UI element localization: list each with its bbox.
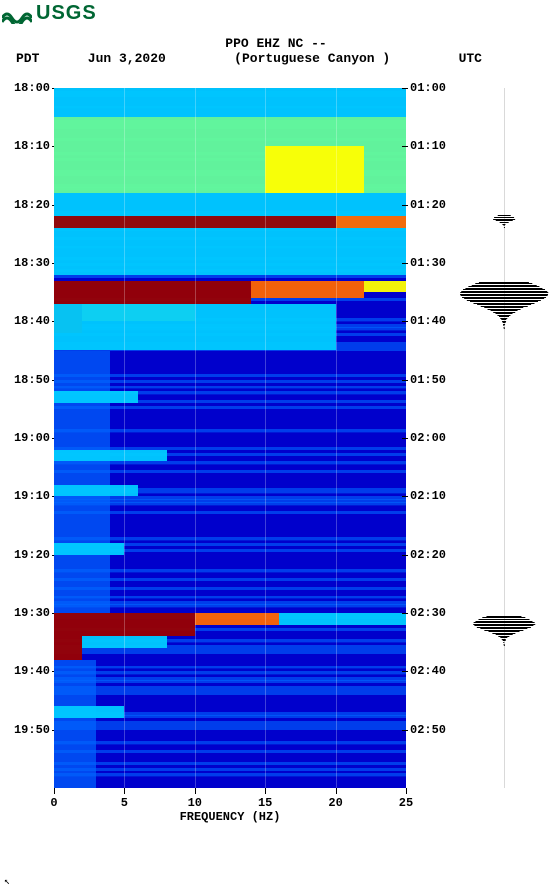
- y-right-tick: 02:40: [410, 664, 446, 678]
- x-tick-label: 0: [50, 796, 57, 810]
- usgs-logo: USGS: [2, 2, 97, 25]
- y-right-tick: 02:10: [410, 489, 446, 503]
- y-axis-right: 01:0001:1001:2001:3001:4001:5002:0002:10…: [408, 88, 458, 788]
- y-left-tick: 18:40: [14, 314, 50, 328]
- y-left-tick: 18:10: [14, 139, 50, 153]
- y-right-tick: 02:20: [410, 548, 446, 562]
- y-left-tick: 19:20: [14, 548, 50, 562]
- right-timezone: UTC: [459, 51, 482, 66]
- left-timezone: PDT: [16, 51, 39, 66]
- x-tick-label: 10: [188, 796, 202, 810]
- y-left-tick: 19:00: [14, 431, 50, 445]
- waveform-panel: [460, 88, 548, 788]
- y-right-tick: 02:00: [410, 431, 446, 445]
- location-label: (Portuguese Canyon ): [234, 51, 390, 66]
- y-axis-left: 18:0018:1018:2018:3018:4018:5019:0019:10…: [0, 88, 52, 788]
- y-left-tick: 18:20: [14, 198, 50, 212]
- date-label: Jun 3,2020: [88, 51, 166, 66]
- y-right-tick: 01:00: [410, 81, 446, 95]
- y-left-tick: 19:40: [14, 664, 50, 678]
- x-tick-label: 20: [328, 796, 342, 810]
- y-right-tick: 01:30: [410, 256, 446, 270]
- x-tick-label: 5: [121, 796, 128, 810]
- y-left-tick: 19:30: [14, 606, 50, 620]
- usgs-wave-icon: [2, 4, 32, 24]
- y-right-tick: 01:40: [410, 314, 446, 328]
- y-left-tick: 18:50: [14, 373, 50, 387]
- x-tick-label: 15: [258, 796, 272, 810]
- y-left-tick: 19:10: [14, 489, 50, 503]
- spectrogram-plot: [54, 88, 406, 788]
- y-left-tick: 18:00: [14, 81, 50, 95]
- y-right-tick: 01:20: [410, 198, 446, 212]
- cursor-mark: ↖: [4, 876, 10, 888]
- usgs-logo-text: USGS: [36, 2, 97, 25]
- x-axis-title: FREQUENCY (HZ): [54, 810, 406, 824]
- chart-header: PPO EHZ NC -- PDT Jun 3,2020 (Portuguese…: [0, 36, 552, 66]
- x-tick-label: 25: [399, 796, 413, 810]
- y-right-tick: 02:30: [410, 606, 446, 620]
- x-axis: FREQUENCY (HZ) 0510152025: [54, 788, 406, 828]
- y-left-tick: 18:30: [14, 256, 50, 270]
- y-right-tick: 01:10: [410, 139, 446, 153]
- y-left-tick: 19:50: [14, 723, 50, 737]
- y-right-tick: 02:50: [410, 723, 446, 737]
- spectrogram-grid: [54, 88, 406, 788]
- y-right-tick: 01:50: [410, 373, 446, 387]
- station-id: PPO EHZ NC --: [0, 36, 552, 51]
